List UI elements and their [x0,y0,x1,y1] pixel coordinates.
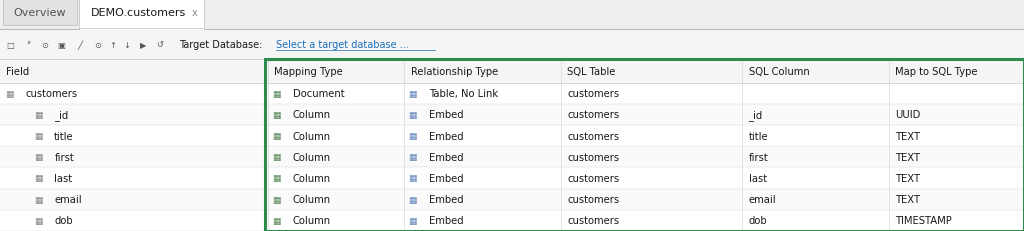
Text: ↺: ↺ [157,41,163,49]
Text: Column: Column [293,216,331,225]
Text: Column: Column [293,131,331,141]
Bar [0,125,1024,146]
Text: customers: customers [567,173,620,183]
Text: _id: _id [54,109,69,120]
Text: Table, No Link: Table, No Link [429,89,499,99]
Text: Embed: Embed [429,131,464,141]
Text: _id: _id [749,109,763,120]
Bar [0,83,1024,104]
Text: first: first [749,152,768,162]
Text: customers: customers [567,131,620,141]
Bar [0,0,1024,30]
Text: customers: customers [567,110,620,120]
Text: ▦: ▦ [34,216,42,225]
Bar [0,30,1024,60]
Text: ⊙: ⊙ [42,41,48,49]
Text: SQL Column: SQL Column [749,67,809,77]
Bar [0,60,1024,83]
Text: Overview: Overview [13,8,67,18]
Bar [3,0,77,26]
Text: Embed: Embed [429,194,464,204]
Text: ▦: ▦ [272,110,281,119]
Text: ↓: ↓ [124,41,130,49]
Text: customers: customers [567,194,620,204]
Bar [0,168,1024,189]
Text: ▦: ▦ [34,174,42,183]
Text: ▦: ▦ [409,89,417,98]
Text: Relationship Type: Relationship Type [411,67,498,77]
Bar [79,0,204,29]
Text: Column: Column [293,194,331,204]
Text: ⊙: ⊙ [94,41,100,49]
Text: ▦: ▦ [409,131,417,140]
Text: x: x [191,8,198,18]
Text: ▦: ▦ [272,89,281,98]
Text: Mapping Type: Mapping Type [274,67,343,77]
Text: ▦: ▦ [34,195,42,204]
Text: Embed: Embed [429,110,464,120]
Text: ▦: ▦ [409,195,417,204]
Text: first: first [54,152,74,162]
Text: Embed: Embed [429,152,464,162]
Text: customers: customers [567,89,620,99]
Text: ▣: ▣ [57,41,66,49]
Text: ▦: ▦ [272,195,281,204]
Text: Field: Field [6,67,30,77]
Text: TIMESTAMP: TIMESTAMP [895,216,951,225]
Text: ▦: ▦ [34,131,42,140]
Text: customers: customers [567,216,620,225]
Text: ▦: ▦ [34,153,42,161]
Text: customers: customers [26,89,78,99]
Text: title: title [749,131,768,141]
Text: Map to SQL Type: Map to SQL Type [895,67,978,77]
Text: Column: Column [293,173,331,183]
Bar [0,146,1024,168]
Text: Column: Column [293,152,331,162]
Text: Select a target database ...: Select a target database ... [276,40,410,50]
Text: Document: Document [293,89,344,99]
Text: TEXT: TEXT [895,173,920,183]
Text: ▦: ▦ [272,153,281,161]
Text: email: email [749,194,776,204]
Text: Column: Column [293,110,331,120]
Text: ▦: ▦ [5,89,13,98]
Text: ▦: ▦ [34,110,42,119]
Bar [0,60,1024,231]
Text: dob: dob [749,216,767,225]
Text: Target Database:: Target Database: [179,40,262,50]
Text: SQL Table: SQL Table [567,67,615,77]
Text: ▦: ▦ [409,216,417,225]
Text: Embed: Embed [429,216,464,225]
Text: TEXT: TEXT [895,131,920,141]
Text: customers: customers [567,152,620,162]
Text: last: last [54,173,73,183]
Text: ▶: ▶ [140,41,146,49]
Text: ▦: ▦ [272,131,281,140]
Bar [0,189,1024,210]
Text: title: title [54,131,74,141]
Text: UUID: UUID [895,110,921,120]
Bar [0,104,1024,125]
Text: dob: dob [54,216,73,225]
Text: ▦: ▦ [272,216,281,225]
Text: °: ° [27,41,31,49]
Text: ▦: ▦ [409,174,417,183]
Text: ↑: ↑ [110,41,116,49]
Text: ▦: ▦ [272,174,281,183]
Text: Embed: Embed [429,173,464,183]
Text: DEMO.customers: DEMO.customers [91,8,186,18]
Text: □: □ [6,41,14,49]
Text: ╱: ╱ [78,40,82,50]
Text: email: email [54,194,82,204]
Text: ▦: ▦ [409,110,417,119]
Text: last: last [749,173,767,183]
Bar [0,210,1024,231]
Text: TEXT: TEXT [895,152,920,162]
Bar [265,60,1024,231]
Text: ▦: ▦ [409,153,417,161]
Text: TEXT: TEXT [895,194,920,204]
